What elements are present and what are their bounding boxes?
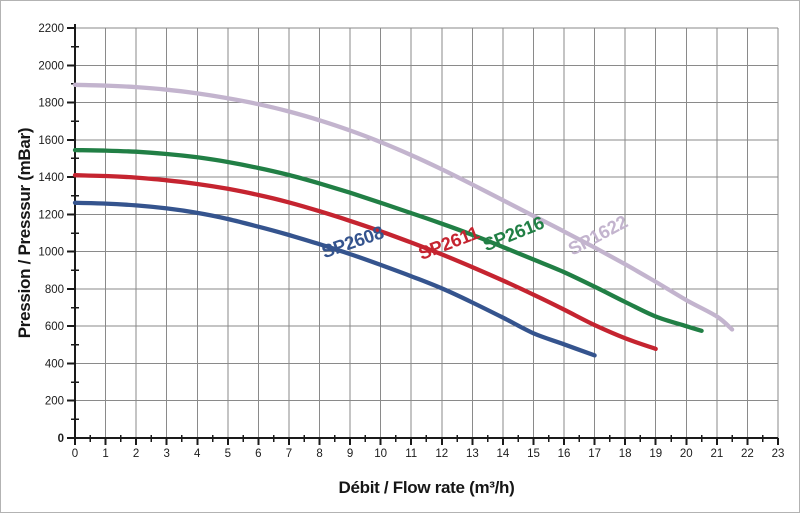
y-tick-label: 1400 xyxy=(38,172,64,184)
x-tick-label: 23 xyxy=(772,448,785,460)
x-tick-label: 0 xyxy=(72,448,78,460)
axis-ticks xyxy=(67,27,779,445)
x-tick-label: 6 xyxy=(255,448,261,460)
x-tick-label: 12 xyxy=(435,448,448,460)
x-tick-label: 13 xyxy=(466,448,479,460)
y-axis-title: Pression / Presssur (mBar) xyxy=(15,127,34,339)
y-tick-label: 0 xyxy=(58,433,64,445)
y-tick-label: 800 xyxy=(45,284,64,296)
y-tick-label: 1000 xyxy=(38,247,64,259)
curves xyxy=(72,82,735,358)
y-tick-label: 600 xyxy=(45,321,64,333)
x-tick-label: 4 xyxy=(194,448,201,460)
x-tick-label: 21 xyxy=(710,448,723,460)
curve-sp1622 xyxy=(72,82,735,332)
x-tick-label: 9 xyxy=(347,448,353,460)
x-tick-labels: 0 1 2 3 4 5 6 7 8 9 10 11 12 13 14 15 16 17 18 19 20 21 22 23 xyxy=(72,448,785,460)
axes xyxy=(74,24,778,439)
x-tick-label: 20 xyxy=(680,448,693,460)
y-tick-label: 2200 xyxy=(38,23,64,35)
x-tick-label: 19 xyxy=(649,448,662,460)
x-tick-label: 3 xyxy=(163,448,169,460)
x-tick-label: 8 xyxy=(316,448,322,460)
y-tick-label: 1800 xyxy=(38,98,64,110)
y-tick-label: 1600 xyxy=(38,135,64,147)
x-tick-label: 2 xyxy=(133,448,139,460)
x-axis-title: Débit / Flow rate (m³/h) xyxy=(338,478,515,497)
x-tick-label: 16 xyxy=(558,448,571,460)
x-tick-label: 5 xyxy=(225,448,231,460)
y-tick-label: 1200 xyxy=(38,209,64,221)
curve-sp2611 xyxy=(72,173,658,352)
y-tick-label: 200 xyxy=(45,396,64,408)
x-tick-label: 11 xyxy=(405,448,417,460)
y-tick-label: 400 xyxy=(45,358,64,370)
x-tick-label: 10 xyxy=(374,448,387,460)
x-tick-label: 15 xyxy=(527,448,540,460)
curve-sp2616 xyxy=(72,147,704,333)
y-tick-labels: 0 200 400 600 800 1000 1200 1400 1600 1800 2000 220… xyxy=(38,23,64,445)
x-tick-label: 17 xyxy=(588,448,601,460)
x-tick-label: 7 xyxy=(286,448,292,460)
x-tick-label: 18 xyxy=(619,448,632,460)
y-tick-label: 2000 xyxy=(38,60,64,72)
x-tick-label: 1 xyxy=(102,448,108,460)
curve-sp2608 xyxy=(72,200,597,358)
x-tick-label: 14 xyxy=(497,448,510,460)
series-label-sp2616: SP2616 xyxy=(480,212,547,255)
x-tick-label: 22 xyxy=(741,448,754,460)
